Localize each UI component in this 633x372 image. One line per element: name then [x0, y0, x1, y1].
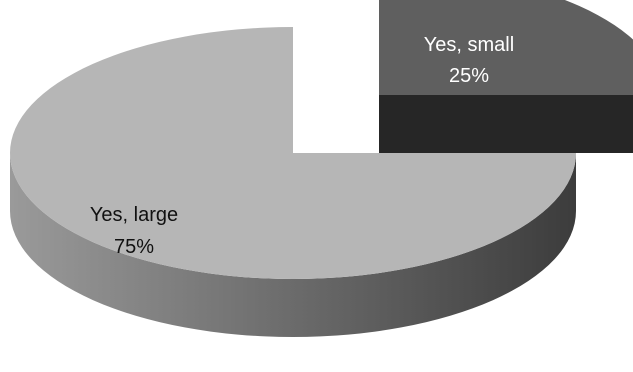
slice-label-yes-large-name: Yes, large: [90, 204, 178, 226]
slice-yes-large-side: [10, 153, 576, 337]
slice-label-yes-large-value: 75%: [114, 236, 154, 258]
slice-yes-large: [10, 27, 576, 337]
slice-label-yes-small-name: Yes, small: [424, 34, 514, 56]
slice-label-yes-small-value: 25%: [449, 65, 489, 87]
slice-yes-large-top: [10, 27, 576, 279]
slice-yes-small-side: [379, 95, 633, 153]
slice-yes-small: [379, 0, 633, 153]
slice-yes-small-top: [379, 0, 633, 95]
